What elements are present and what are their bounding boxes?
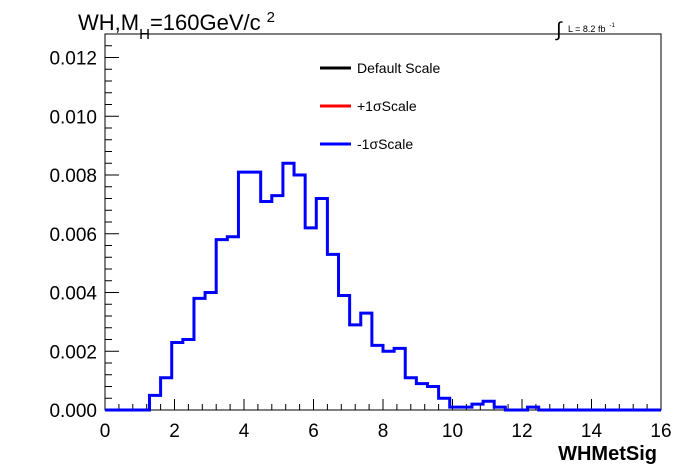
y-tick-label: 0.002 <box>49 342 97 363</box>
legend: Default Scale +1σScale -1σScale <box>320 60 440 152</box>
x-tick-label: 6 <box>308 421 319 442</box>
lumi-integral: ∫ <box>555 19 563 41</box>
y-tick-label: 0.006 <box>49 225 97 246</box>
y-tick-label: 0.004 <box>49 284 97 305</box>
lumi-label: L = 8.2 fb -1 <box>568 23 615 34</box>
y-tick-label: 0.000 <box>49 401 97 422</box>
legend-label: -1σScale <box>357 136 413 152</box>
x-axis-title: WHMetSig <box>558 443 657 465</box>
x-tick-label: 2 <box>169 421 180 442</box>
chart-title: WH,MH=160GeV/c 2 <box>78 9 275 43</box>
x-tick-label: 4 <box>239 421 250 442</box>
x-tick-label: 8 <box>378 421 389 442</box>
histogram-series <box>105 161 661 412</box>
legend-label: Default Scale <box>357 60 440 76</box>
series-layer <box>105 161 661 412</box>
x-axis: 0 2 4 6 8 10 12 14 16 <box>100 399 672 442</box>
title-superscript: 2 <box>267 9 275 26</box>
plot-frame <box>104 33 662 411</box>
y-tick-label: 0.012 <box>49 49 97 70</box>
x-tick-label: 10 <box>442 421 463 442</box>
y-axis: 0.000 0.002 0.004 0.006 0.008 0.010 0.012 <box>49 33 119 422</box>
x-tick-label: 0 <box>100 421 111 442</box>
y-tick-label: 0.010 <box>49 107 97 128</box>
lumi-superscript: -1 <box>609 23 615 29</box>
x-tick-label: 12 <box>511 421 532 442</box>
x-tick-label: 16 <box>650 421 671 442</box>
legend-label: +1σScale <box>357 98 417 114</box>
title-rest: =160GeV/c <box>150 10 261 35</box>
y-tick-label: 0.008 <box>49 166 97 187</box>
x-tick-label: 14 <box>581 421 603 442</box>
